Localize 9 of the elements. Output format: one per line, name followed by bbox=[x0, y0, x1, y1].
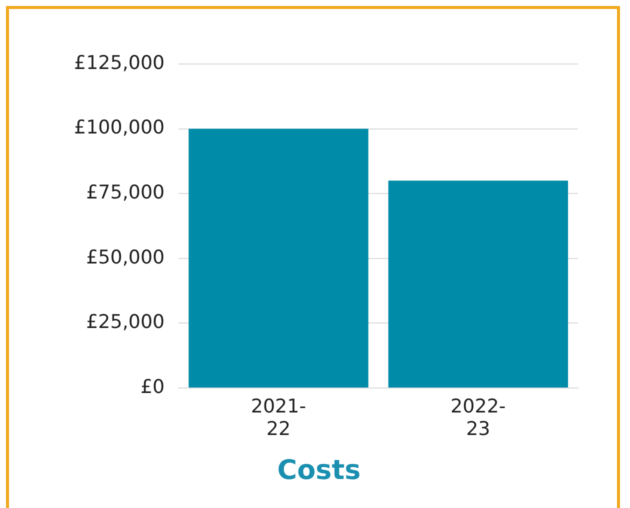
x-tick-label: 2022-23 bbox=[450, 395, 506, 440]
y-tick-label: £75,000 bbox=[86, 182, 165, 204]
text: Costs bbox=[277, 454, 361, 486]
y-tick-label: £50,000 bbox=[86, 246, 165, 268]
y-tick-label: £100,000 bbox=[74, 116, 165, 139]
y-tick-label: £125,000 bbox=[74, 52, 165, 74]
y-tick-label: £0 bbox=[140, 376, 165, 398]
y-tick-label: £25,000 bbox=[86, 311, 165, 334]
x-tick-label: 2021-22 bbox=[250, 395, 306, 440]
